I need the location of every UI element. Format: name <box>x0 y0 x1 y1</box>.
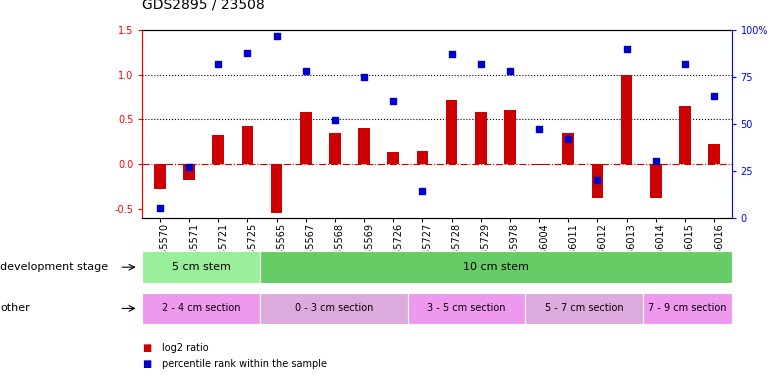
Bar <box>679 106 691 164</box>
Point <box>154 205 166 211</box>
Bar <box>387 152 399 164</box>
Bar <box>621 75 632 164</box>
Point <box>678 61 691 67</box>
Point <box>241 50 253 55</box>
Text: development stage: development stage <box>0 262 108 272</box>
Bar <box>591 164 603 198</box>
Bar <box>300 112 312 164</box>
Bar <box>154 164 166 189</box>
Point <box>562 136 574 142</box>
Text: 10 cm stem: 10 cm stem <box>463 262 529 272</box>
Point <box>533 126 545 132</box>
Point <box>183 164 196 170</box>
Bar <box>242 126 253 164</box>
Point <box>445 51 457 57</box>
Point <box>270 33 283 39</box>
Point <box>358 74 370 80</box>
Bar <box>504 110 516 164</box>
Text: GDS2895 / 23508: GDS2895 / 23508 <box>142 0 265 11</box>
Bar <box>446 100 457 164</box>
Point <box>708 93 720 99</box>
Point <box>212 61 224 67</box>
Text: 5 - 7 cm section: 5 - 7 cm section <box>545 303 624 313</box>
Bar <box>475 112 487 164</box>
Text: ■: ■ <box>142 359 152 369</box>
Text: 2 - 4 cm section: 2 - 4 cm section <box>162 303 240 313</box>
Point <box>650 158 662 164</box>
Point <box>329 117 341 123</box>
Point <box>474 61 487 67</box>
Bar <box>562 133 574 164</box>
Text: 5 cm stem: 5 cm stem <box>172 262 231 272</box>
Bar <box>213 135 224 164</box>
Text: log2 ratio: log2 ratio <box>162 343 209 353</box>
Text: percentile rank within the sample: percentile rank within the sample <box>162 359 326 369</box>
Point <box>504 68 516 74</box>
Point <box>387 98 400 104</box>
Bar <box>329 133 341 164</box>
Bar <box>271 164 283 213</box>
Point <box>417 188 429 194</box>
Text: 0 - 3 cm section: 0 - 3 cm section <box>295 303 373 313</box>
Bar <box>417 150 428 164</box>
Bar <box>650 164 661 198</box>
Point <box>300 68 312 74</box>
Bar <box>183 164 195 180</box>
Text: 3 - 5 cm section: 3 - 5 cm section <box>427 303 506 313</box>
Text: ■: ■ <box>142 343 152 353</box>
Bar <box>358 128 370 164</box>
Point <box>591 177 604 183</box>
Text: 7 - 9 cm section: 7 - 9 cm section <box>648 303 727 313</box>
Text: other: other <box>0 303 30 313</box>
Point <box>621 46 633 52</box>
Bar <box>708 144 720 164</box>
Bar <box>533 164 545 165</box>
